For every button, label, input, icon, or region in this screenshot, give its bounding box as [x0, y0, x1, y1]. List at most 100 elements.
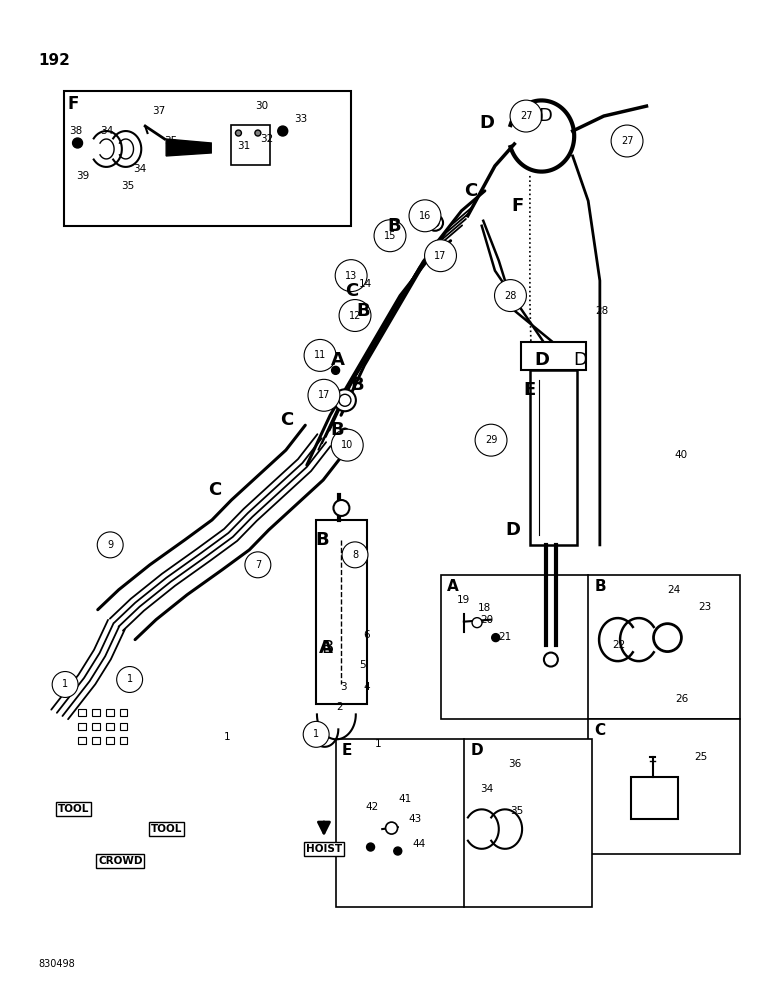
Circle shape	[424, 240, 456, 272]
Circle shape	[341, 428, 349, 436]
Text: 35: 35	[165, 136, 177, 146]
Text: 37: 37	[152, 106, 165, 116]
Circle shape	[304, 339, 336, 371]
Text: 24: 24	[667, 585, 680, 595]
Text: 41: 41	[398, 794, 411, 804]
Text: C: C	[594, 723, 605, 738]
Text: 34: 34	[133, 164, 147, 174]
Text: C: C	[280, 411, 293, 429]
Circle shape	[245, 552, 271, 578]
Text: F: F	[512, 197, 523, 215]
Text: 5: 5	[360, 660, 366, 670]
Circle shape	[236, 130, 242, 136]
Text: D: D	[505, 521, 520, 539]
Text: CROWD: CROWD	[98, 856, 143, 866]
Bar	[63, 91, 351, 226]
Text: 6: 6	[363, 630, 370, 640]
Circle shape	[335, 260, 367, 292]
Text: 32: 32	[261, 134, 274, 144]
Text: 17: 17	[434, 251, 447, 261]
Circle shape	[472, 618, 482, 628]
Bar	[77, 737, 86, 744]
Text: 22: 22	[612, 640, 626, 650]
Circle shape	[427, 215, 443, 231]
Text: E: E	[342, 743, 353, 758]
Text: 13: 13	[345, 271, 357, 281]
Circle shape	[334, 389, 356, 411]
Circle shape	[475, 424, 507, 456]
Text: 18: 18	[477, 603, 491, 613]
Text: 36: 36	[508, 759, 521, 769]
Text: 19: 19	[456, 595, 470, 605]
Bar	[119, 709, 127, 716]
Text: 8: 8	[352, 550, 358, 560]
Bar	[231, 125, 270, 165]
Circle shape	[52, 672, 78, 697]
Circle shape	[332, 429, 363, 461]
Text: 9: 9	[107, 540, 113, 550]
Circle shape	[339, 300, 371, 331]
Text: 20: 20	[480, 615, 494, 625]
Bar	[520, 342, 586, 370]
Text: A: A	[331, 351, 345, 369]
Circle shape	[611, 125, 643, 157]
Text: 43: 43	[408, 814, 421, 824]
Text: 12: 12	[349, 311, 361, 321]
Text: B: B	[387, 217, 401, 235]
Text: B: B	[316, 531, 329, 549]
Text: D: D	[573, 351, 587, 369]
Text: D: D	[479, 114, 494, 132]
Text: B: B	[321, 639, 334, 657]
Text: TOOL: TOOL	[58, 804, 90, 814]
Text: 21: 21	[498, 632, 512, 642]
Text: 25: 25	[694, 752, 707, 762]
Text: D: D	[538, 107, 552, 125]
Text: 1: 1	[313, 729, 319, 739]
Circle shape	[332, 366, 339, 374]
Text: 38: 38	[69, 126, 83, 136]
Bar	[91, 737, 100, 744]
Bar	[105, 709, 114, 716]
Text: D: D	[470, 743, 483, 758]
Text: 35: 35	[122, 181, 135, 191]
Text: 42: 42	[366, 802, 379, 812]
Text: 26: 26	[675, 694, 688, 704]
Text: 830498: 830498	[39, 959, 76, 969]
Circle shape	[334, 500, 349, 516]
Bar	[77, 709, 86, 716]
Circle shape	[117, 667, 143, 692]
Text: 3: 3	[340, 682, 346, 692]
Circle shape	[409, 200, 441, 232]
Circle shape	[394, 847, 402, 855]
Text: B: B	[331, 421, 344, 439]
Circle shape	[322, 354, 334, 366]
Bar	[588, 719, 739, 854]
Text: 2: 2	[336, 702, 342, 712]
Bar	[441, 575, 739, 719]
Circle shape	[510, 100, 542, 132]
Text: 1: 1	[126, 674, 133, 684]
Circle shape	[73, 138, 83, 148]
Text: 27: 27	[519, 111, 532, 121]
Circle shape	[303, 721, 329, 747]
Text: 34: 34	[100, 126, 113, 136]
Circle shape	[544, 653, 558, 667]
Circle shape	[385, 822, 398, 834]
Text: 10: 10	[341, 440, 353, 450]
Bar	[119, 737, 127, 744]
Text: 40: 40	[675, 450, 688, 460]
Text: A: A	[319, 639, 333, 657]
Circle shape	[347, 444, 355, 452]
Text: 4: 4	[363, 682, 370, 692]
Text: 11: 11	[314, 350, 326, 360]
Text: 14: 14	[359, 279, 372, 289]
Text: 34: 34	[480, 784, 494, 794]
Text: 7: 7	[255, 560, 261, 570]
Circle shape	[374, 220, 406, 252]
Circle shape	[654, 624, 682, 652]
Bar	[91, 723, 100, 730]
Text: F: F	[68, 95, 79, 113]
Bar	[316, 520, 367, 704]
Text: 1: 1	[375, 739, 381, 749]
Text: 15: 15	[384, 231, 396, 241]
